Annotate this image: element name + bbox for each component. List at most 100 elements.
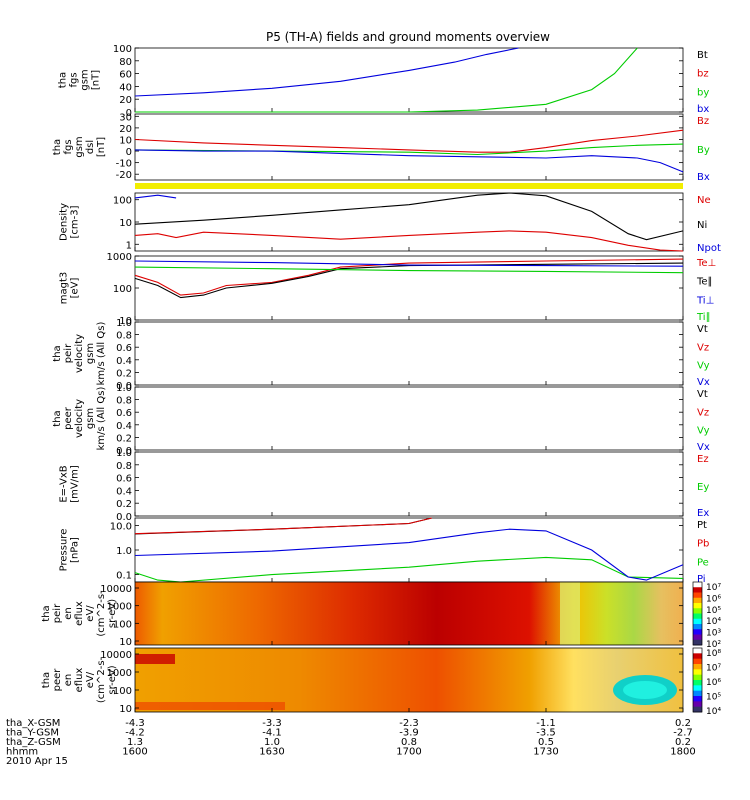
legend-Vx: Vx [697,377,710,388]
y-axis-label-line: gsm [85,408,96,429]
y-tick-label: 40 [119,82,132,93]
colorbar-cell [693,680,702,686]
spectrogram-patch [560,582,580,645]
y-tick-label: 1.0 [116,318,132,329]
colorbar-cell [693,664,702,670]
y-axis-label-line: km/s (All Qs) [96,322,107,386]
panel-temperature: 1000 100 10 magt3 [eV] Te⊥ Te∥ Ti⊥ Ti∥ [59,252,717,327]
x-axis-row-value: 1.0 [264,737,280,748]
flag-bar [135,183,683,189]
colorbar-label: 10⁶ [706,594,721,604]
legend-Bz: Bz [697,116,709,127]
panel-frame [134,47,684,113]
y-axis-label-line: gsm [85,343,96,364]
y-axis-label-line: [nT] [91,70,102,90]
x-axis-row-value: -4.2 [125,728,145,739]
series-line-Bx [134,149,684,173]
series-line-Ti⊥ [134,260,684,267]
x-axis-row-value: 0.5 [538,737,554,748]
y-tick-label: -10 [116,159,132,170]
x-axis-row-value: -4.1 [262,728,282,739]
y-axis-label: tha peir en eflux eV/(cm^2-s-sr-eV) [41,590,118,637]
panel-peir_velocity: 1.0 0.80.6 0.40.2 0.0 tha peir velocity gsm km/s… [52,318,710,392]
y-axis-label: tha fgs gsm [nT] [58,69,102,90]
legend-Ti⊥: Ti⊥ [696,295,714,306]
series-line-Pe [134,556,684,583]
colorbar-frame [692,647,703,713]
x-axis-row-label: tha_Y-GSM [6,728,59,739]
panel-frame [134,386,684,451]
legend-Te∥: Te∥ [696,277,713,288]
y-tick-label: 10.0 [110,521,132,532]
y-tick-label: 0.4 [116,356,132,367]
panel-frame [134,192,684,252]
colorbar-cell [693,696,702,702]
legend-bx: bx [697,104,709,115]
colorbar-cell [693,690,702,697]
x-axis-row-value: -2.7 [673,728,693,739]
y-tick-label: 0.8 [116,396,132,407]
legend-Vx: Vx [697,442,710,453]
series-line-Ti∥ [134,266,684,274]
colorbar-label: 10⁷ [706,664,721,674]
legend-Vz: Vz [697,342,709,353]
y-tick-label: 0.8 [116,331,132,342]
series-line-Ni [134,192,684,241]
y-axis-label-line: peer [63,406,74,430]
y-tick-label: 10 [119,135,132,146]
colorbar-label: 10⁸ [706,649,721,659]
colorbar-cell [693,592,702,599]
colorbar-cell [693,634,702,641]
y-axis-label-line: E=-VxB [59,465,70,502]
x-axis-row-label: hhmm [6,747,38,758]
series-line-Pb [134,517,432,535]
y-tick-label: 0.8 [116,461,132,472]
y-tick-label: 0.0 [116,381,132,392]
legend-Ne: Ne [697,195,711,206]
colorbar-frame [692,581,703,646]
x-axis-row-value: -2.3 [399,718,419,729]
colorbar-cell [693,648,702,654]
legend-Pt: Pt [697,520,707,531]
panel-frame [134,517,684,583]
y-axis-label-line: tha [52,410,63,426]
series-line-Ne [134,230,684,252]
legend-Te⊥: Te⊥ [696,258,716,269]
legend-bz: bz [697,69,709,80]
x-axis-row-value: 1.3 [127,737,143,748]
y-axis-label-line: en [63,674,74,687]
y-axis-label-line: velocity [74,399,85,438]
y-axis-label-line: tha [52,345,63,361]
y-tick-label: 100 [113,196,132,207]
y-tick-label: 0.0 [116,512,132,523]
y-axis-label: Density [cm-3] [59,203,81,241]
colorbar-label: 10⁴ [706,707,721,717]
y-axis-label-line: fgs [63,139,74,154]
y-tick-label: 0.2 [116,433,132,444]
y-axis-label-line: [cm-3] [70,205,81,238]
y-tick-label: 0 [126,147,132,158]
legend-Pi: Pi [697,574,706,585]
colorbar-label: 10⁴ [706,617,721,627]
colorbar-cell [693,613,702,620]
panel-pressure: 10.0 1.0 0.1 Pressure [nPa] Pt Pb Pe Pi [59,517,709,585]
colorbar-cell [693,674,702,681]
y-tick-label: 100 [113,44,132,55]
y-tick-label: 0.2 [116,499,132,510]
x-axis-row-value: 0.2 [675,737,691,748]
y-tick-label: 100 [113,284,132,295]
y-tick-label: 1.0 [116,448,132,459]
x-axis-row-value: 1700 [396,747,421,758]
spectrogram-patch [135,702,285,710]
y-axis-label: tha fgs gsm dsl [nT] [52,136,107,157]
y-axis-label-line: sr-eV) [107,599,118,628]
x-axis-row-label: tha_Z-GSM [6,737,61,748]
colorbar-cell [693,603,702,609]
colorbar-label: 10² [706,640,721,650]
colorbar-cell [693,608,702,614]
